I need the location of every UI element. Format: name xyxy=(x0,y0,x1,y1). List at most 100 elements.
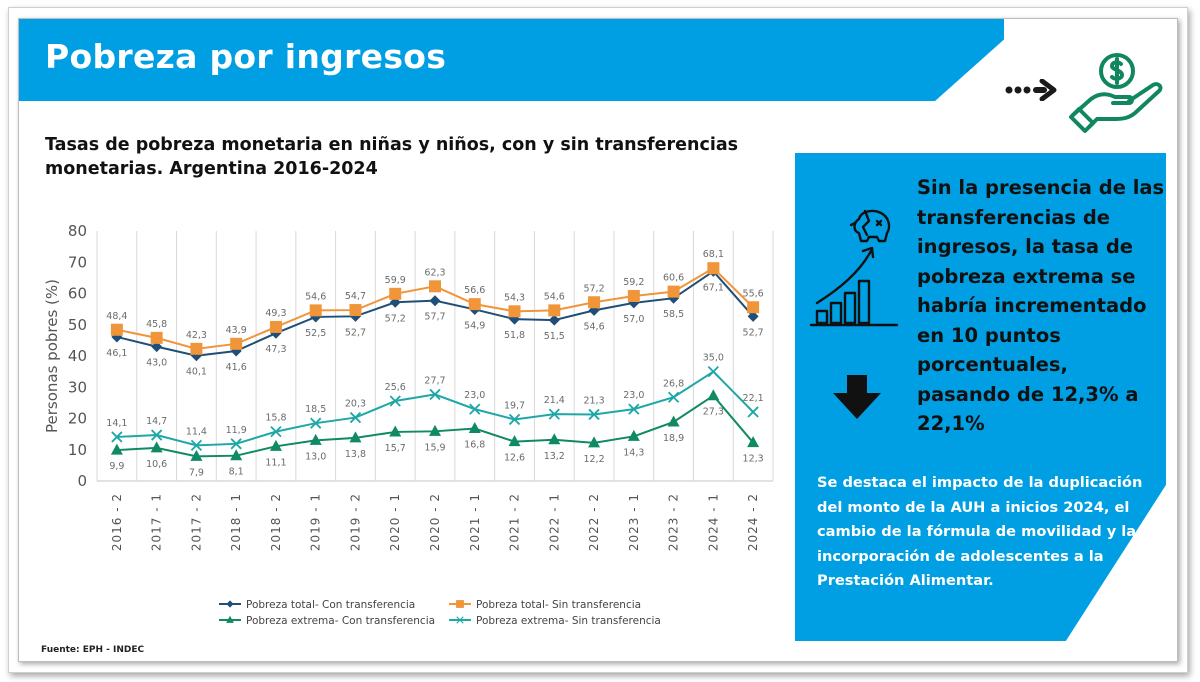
data-label: 15,8 xyxy=(265,413,286,424)
data-label: 12,6 xyxy=(504,453,525,464)
data-label: 60,6 xyxy=(663,273,684,284)
data-label: 45,8 xyxy=(146,319,167,330)
data-label: 9,9 xyxy=(109,461,124,472)
data-label: 23,0 xyxy=(623,390,644,401)
data-point-x xyxy=(349,411,362,424)
data-label: 18,5 xyxy=(305,404,326,415)
data-label: 54,6 xyxy=(305,291,326,302)
legend-label: Pobreza extrema- Con transferencia xyxy=(246,615,435,627)
data-point-triangle xyxy=(627,429,640,441)
data-point-square xyxy=(110,323,123,336)
line-chart: 0 10 20 30 40 50 60 70 80 Personas pobres (%) 2016… xyxy=(43,222,774,627)
data-point-square xyxy=(548,304,561,317)
data-point-diamond xyxy=(548,314,560,326)
data-label: 11,1 xyxy=(265,457,286,468)
x-tick-label: 2019 - 2 xyxy=(348,493,362,551)
data-label: 54,6 xyxy=(583,321,604,332)
x-tick-label: 2017 - 2 xyxy=(189,493,203,551)
chart-title: Tasas de pobreza monetaria en niñas y ni… xyxy=(45,135,739,179)
source-note: Fuente: EPH - INDEC xyxy=(41,645,145,655)
y-tick-label: 70 xyxy=(68,253,87,271)
data-point-triangle xyxy=(508,435,521,447)
series-pobreza-total-sin-transferencia xyxy=(110,262,760,355)
data-label: 54,6 xyxy=(544,291,565,302)
data-point-x xyxy=(469,403,481,415)
x-tick-label: 2023 - 1 xyxy=(627,493,641,551)
data-label: 12,3 xyxy=(743,454,764,465)
data-label: 7,9 xyxy=(189,467,204,478)
legend-label: Pobreza total- Sin transferencia xyxy=(476,599,641,611)
data-label: 12,2 xyxy=(583,454,604,465)
data-label: 13,8 xyxy=(345,449,366,460)
series-pobreza-extrema-sin-transferencia xyxy=(111,365,759,452)
data-point-triangle xyxy=(747,436,760,448)
data-label: 54,7 xyxy=(345,291,366,302)
callout-box: Sin la presencia de las transferencias d… xyxy=(795,153,1166,641)
data-label-layer: 46,1 43,0 40,1 41,6 47,3 52,5 52,7 57,2 57,7 54,9… xyxy=(106,249,763,478)
data-point-square xyxy=(747,301,760,314)
y-tick-label: 20 xyxy=(68,410,87,428)
data-point-triangle xyxy=(269,439,282,451)
data-label: 22,1 xyxy=(743,393,764,404)
data-point-x xyxy=(628,403,640,415)
data-label: 46,1 xyxy=(106,348,127,359)
data-label: 26,8 xyxy=(663,378,684,389)
data-point-triangle xyxy=(588,436,601,448)
data-point-x xyxy=(588,408,600,421)
data-point-x xyxy=(230,438,242,450)
data-label: 54,3 xyxy=(504,292,525,303)
data-point-square xyxy=(707,262,720,275)
y-tick-label: 30 xyxy=(68,378,87,396)
x-tick-label: 2024 - 2 xyxy=(746,493,760,551)
data-point-square xyxy=(667,285,680,298)
data-label: 27,3 xyxy=(703,407,724,418)
x-tick-label: 2021 - 1 xyxy=(468,493,482,551)
data-point-triangle xyxy=(389,425,402,437)
data-label: 43,9 xyxy=(226,325,247,336)
data-label: 14,3 xyxy=(623,447,644,458)
data-label: 62,3 xyxy=(424,267,445,278)
legend: Pobreza total- Con transferencia Pobreza … xyxy=(219,599,661,627)
x-tick-label: 2016 - 2 xyxy=(110,493,124,551)
x-tick-label: 2024 - 1 xyxy=(706,493,720,551)
legend-label: Pobreza extrema- Sin transferencia xyxy=(476,615,661,627)
data-point-x xyxy=(111,431,123,443)
data-point-x xyxy=(548,408,560,420)
data-point-triangle xyxy=(429,424,441,436)
data-label: 68,1 xyxy=(703,249,724,260)
data-point-triangle xyxy=(548,433,561,445)
data-label: 57,2 xyxy=(385,313,406,324)
data-point-triangle xyxy=(707,389,720,401)
data-label: 21,4 xyxy=(544,395,565,406)
data-label: 52,7 xyxy=(345,327,366,338)
data-label: 51,5 xyxy=(544,331,565,342)
data-label: 58,5 xyxy=(663,309,684,320)
series-line xyxy=(116,266,754,350)
legend-item: Pobreza extrema- Sin transferencia xyxy=(449,615,661,627)
data-label: 54,9 xyxy=(464,320,485,331)
hand-holding-dollar-icon xyxy=(1069,53,1163,133)
data-label: 15,9 xyxy=(424,442,445,453)
data-point-triangle xyxy=(230,449,243,461)
y-tick-label: 40 xyxy=(68,347,87,365)
data-label: 27,7 xyxy=(424,375,445,386)
data-point-diamond xyxy=(429,295,441,307)
data-label: 57,2 xyxy=(583,283,604,294)
data-label: 48,4 xyxy=(106,311,127,322)
data-point-x xyxy=(508,413,521,426)
data-point-square xyxy=(627,290,640,302)
x-tick-label: 2020 - 1 xyxy=(388,493,402,551)
data-point-triangle xyxy=(226,615,234,623)
y-tick-label: 80 xyxy=(68,222,87,240)
data-point-square xyxy=(309,304,322,317)
data-label: 49,3 xyxy=(265,308,286,319)
legend-item: Pobreza total- Sin transferencia xyxy=(449,599,641,611)
data-point-x xyxy=(429,388,441,401)
x-tick-label: 2022 - 2 xyxy=(587,493,601,551)
data-label: 67,1 xyxy=(703,282,724,293)
data-label: 15,7 xyxy=(385,443,406,454)
data-label: 40,1 xyxy=(186,367,207,378)
data-label: 10,6 xyxy=(146,459,167,470)
data-label: 11,9 xyxy=(226,425,247,436)
data-point-x xyxy=(456,616,464,624)
